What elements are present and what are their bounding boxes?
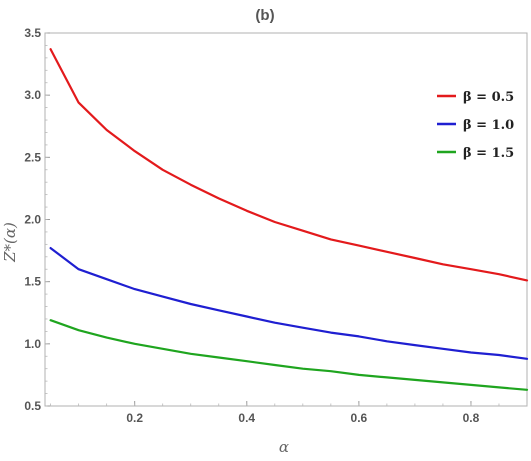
x-axis: 0.2 0.4 0.6 0.8 bbox=[50, 401, 528, 425]
x-tick-label: 0.4 bbox=[238, 411, 255, 425]
series-line-2 bbox=[49, 247, 529, 360]
y-tick-label: 0.5 bbox=[24, 399, 41, 413]
y-tick-label: 1.5 bbox=[24, 275, 41, 289]
x-tick-label: 0.6 bbox=[351, 411, 368, 425]
legend-label: β = 1.5 bbox=[463, 146, 514, 161]
chart-title: (b) bbox=[255, 7, 274, 24]
series-line-1 bbox=[49, 48, 529, 282]
legend: β = 0.5 β = 1.0 β = 1.5 bbox=[437, 90, 514, 161]
y-axis-label: Z*(α) bbox=[1, 222, 19, 263]
y-tick-label: 1.0 bbox=[24, 337, 41, 351]
y-tick-label: 2.0 bbox=[24, 213, 41, 227]
y-tick-label: 2.5 bbox=[24, 150, 41, 164]
x-tick-label: 0.2 bbox=[126, 411, 143, 425]
series-line-3 bbox=[49, 319, 529, 391]
y-axis: 0.5 1.0 1.5 2.0 2.5 3.0 3.5 bbox=[24, 26, 50, 413]
y-tick-label: 3.5 bbox=[24, 26, 41, 40]
series-lines bbox=[49, 48, 529, 391]
legend-label: β = 1.0 bbox=[463, 118, 514, 133]
x-tick-label: 0.8 bbox=[463, 411, 480, 425]
y-tick-label: 3.0 bbox=[24, 88, 41, 102]
x-axis-label: α bbox=[279, 438, 289, 456]
legend-label: β = 0.5 bbox=[463, 90, 514, 105]
